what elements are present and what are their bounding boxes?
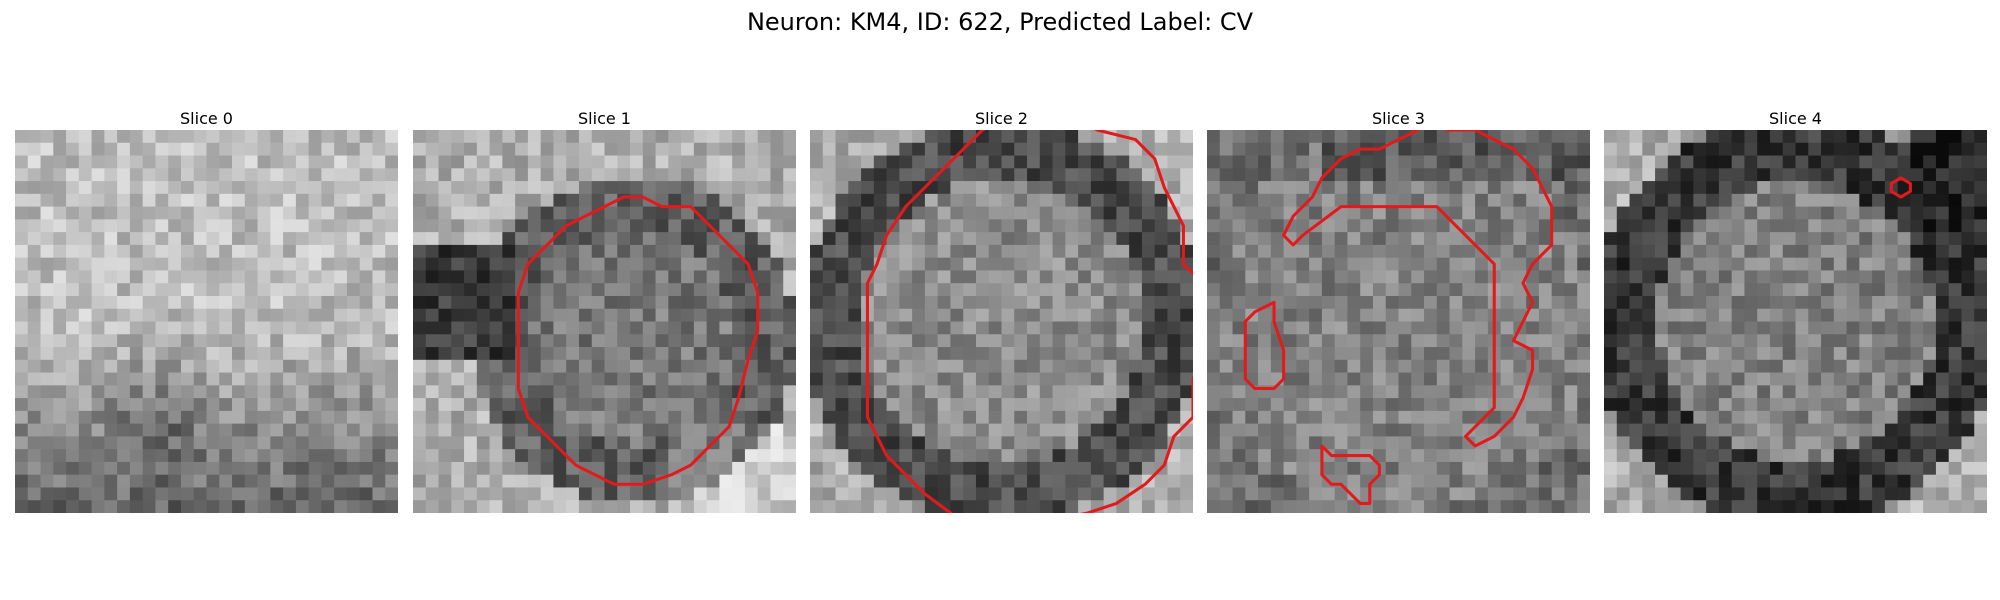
panel-title: Slice 1 — [578, 109, 631, 128]
panel-slice-0: Slice 0 — [15, 108, 398, 513]
segmentation-contour — [865, 130, 1193, 513]
segmentation-contour — [1282, 130, 1554, 448]
slice-image — [810, 130, 1193, 513]
panel-title: Slice 0 — [180, 109, 233, 128]
slice-image — [1207, 130, 1590, 513]
pixel-grid — [1604, 130, 1987, 513]
panel-slice-4: Slice 4 — [1604, 108, 1987, 513]
pixel-grid — [413, 130, 796, 513]
panel-title: Slice 3 — [1372, 109, 1425, 128]
slice-image — [15, 130, 398, 513]
segmentation-contour — [1889, 176, 1912, 199]
pixel-grid — [810, 130, 1193, 513]
pixel-grid — [1207, 130, 1590, 513]
panel-slice-1: Slice 1 — [413, 108, 796, 513]
panel-slice-2: Slice 2 — [810, 108, 1193, 513]
figure-title: Neuron: KM4, ID: 622, Predicted Label: C… — [746, 8, 1254, 36]
panel-title: Slice 2 — [975, 109, 1028, 128]
panel-slice-3: Slice 3 — [1207, 108, 1590, 513]
segmentation-contour — [516, 195, 760, 486]
pixel-grid — [15, 130, 398, 513]
slice-image — [1604, 130, 1987, 513]
panel-title: Slice 4 — [1769, 109, 1822, 128]
slice-image — [413, 130, 796, 513]
segmentation-contour — [1320, 444, 1381, 505]
segmentation-contour — [1243, 300, 1286, 391]
